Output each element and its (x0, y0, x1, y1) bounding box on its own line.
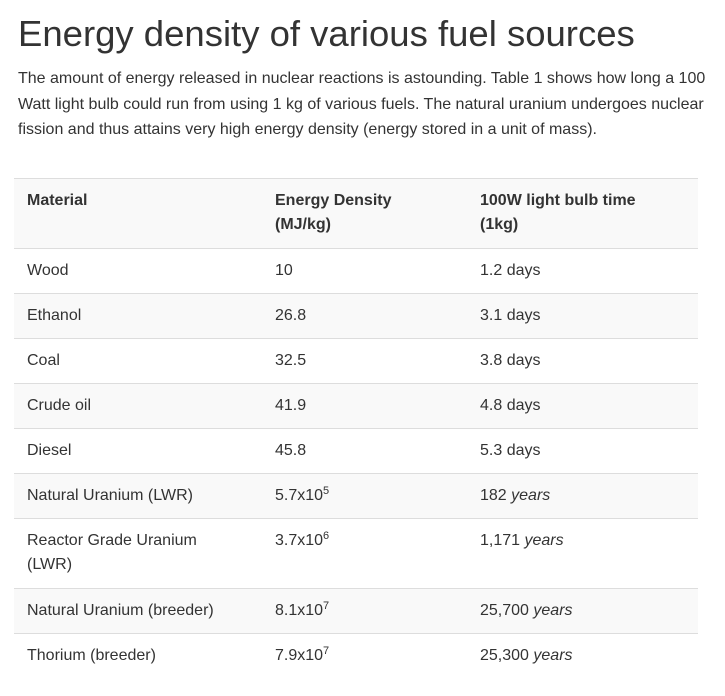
header-density-line2: (MJ/kg) (275, 216, 331, 233)
header-energy-density: Energy Density (MJ/kg) (262, 179, 467, 249)
table-row: Ethanol 26.8 3.1 days (14, 293, 698, 339)
time-number: 25,700 (480, 602, 529, 619)
page-title: Energy density of various fuel sources (18, 13, 635, 54)
cell-material: Natural Uranium (breeder) (27, 602, 214, 619)
density-exponent: 7 (323, 645, 330, 657)
cell-material: Coal (27, 352, 60, 369)
table-header-row: Material Energy Density (MJ/kg) 100W ligh… (14, 178, 698, 249)
cell-density: 41.9 (275, 397, 307, 414)
density-base: 5.7x10 (275, 487, 324, 504)
cell-material: Diesel (27, 442, 72, 459)
cell-time: 3.1 days (480, 307, 541, 324)
cell-density: 5.7x105 (262, 474, 467, 519)
cell-time: 25,300 years (467, 634, 698, 679)
energy-density-table: Material Energy Density (MJ/kg) 100W ligh… (14, 178, 698, 679)
cell-time: 5.3 days (480, 442, 541, 459)
density-base: 8.1x10 (275, 602, 324, 619)
header-bulb-time: 100W light bulb time (1kg) (467, 179, 698, 249)
cell-time: 1.2 days (480, 262, 541, 279)
cell-time: 25,700 years (467, 589, 698, 634)
cell-time: 182 years (467, 474, 698, 519)
cell-time: 3.8 days (480, 352, 541, 369)
density-base: 7.9x10 (275, 647, 324, 664)
density-exponent: 7 (323, 600, 330, 612)
time-number: 1,171 (480, 532, 521, 549)
table-row: Crude oil 41.9 4.8 days (14, 383, 698, 429)
cell-material: Ethanol (27, 307, 82, 324)
header-bulb-line2: (1kg) (480, 216, 519, 233)
header-material: Material (27, 192, 88, 209)
table-row: Natural Uranium (LWR) 5.7x105 182 years (14, 473, 698, 519)
cell-density: 3.7x106 (262, 519, 467, 589)
cell-material: Thorium (breeder) (27, 647, 156, 664)
time-unit: years (533, 602, 573, 619)
density-exponent: 5 (323, 485, 330, 497)
table-row: Thorium (breeder) 7.9x107 25,300 years (14, 633, 698, 679)
cell-density: 8.1x107 (262, 589, 467, 634)
density-exponent: 6 (323, 530, 330, 542)
cell-density: 10 (275, 262, 293, 279)
table-row: Diesel 45.8 5.3 days (14, 428, 698, 474)
material-line2: (LWR) (27, 556, 73, 573)
time-unit: years (524, 532, 564, 549)
table-row: Natural Uranium (breeder) 8.1x107 25,700… (14, 588, 698, 634)
cell-time: 1,171 years (467, 519, 698, 589)
header-bulb-line1: 100W light bulb time (480, 192, 636, 209)
intro-paragraph: The amount of energy released in nuclear… (18, 70, 706, 138)
table-row: Coal 32.5 3.8 days (14, 338, 698, 384)
material-line1: Reactor Grade Uranium (27, 532, 197, 549)
cell-density: 7.9x107 (262, 634, 467, 679)
cell-density: 32.5 (275, 352, 307, 369)
time-unit: years (533, 647, 573, 664)
cell-material: Wood (27, 262, 69, 279)
cell-material: Natural Uranium (LWR) (27, 487, 193, 504)
header-density-line1: Energy Density (275, 192, 392, 209)
table-row: Wood 10 1.2 days (14, 248, 698, 294)
table-row: Reactor Grade Uranium (LWR) 3.7x106 1,171… (14, 518, 698, 589)
time-number: 182 (480, 487, 507, 504)
cell-material: Reactor Grade Uranium (LWR) (14, 519, 262, 589)
cell-time: 4.8 days (480, 397, 541, 414)
density-base: 3.7x10 (275, 532, 324, 549)
cell-density: 26.8 (275, 307, 307, 324)
time-number: 25,300 (480, 647, 529, 664)
time-unit: years (511, 487, 551, 504)
cell-material: Crude oil (27, 397, 92, 414)
cell-density: 45.8 (275, 442, 307, 459)
